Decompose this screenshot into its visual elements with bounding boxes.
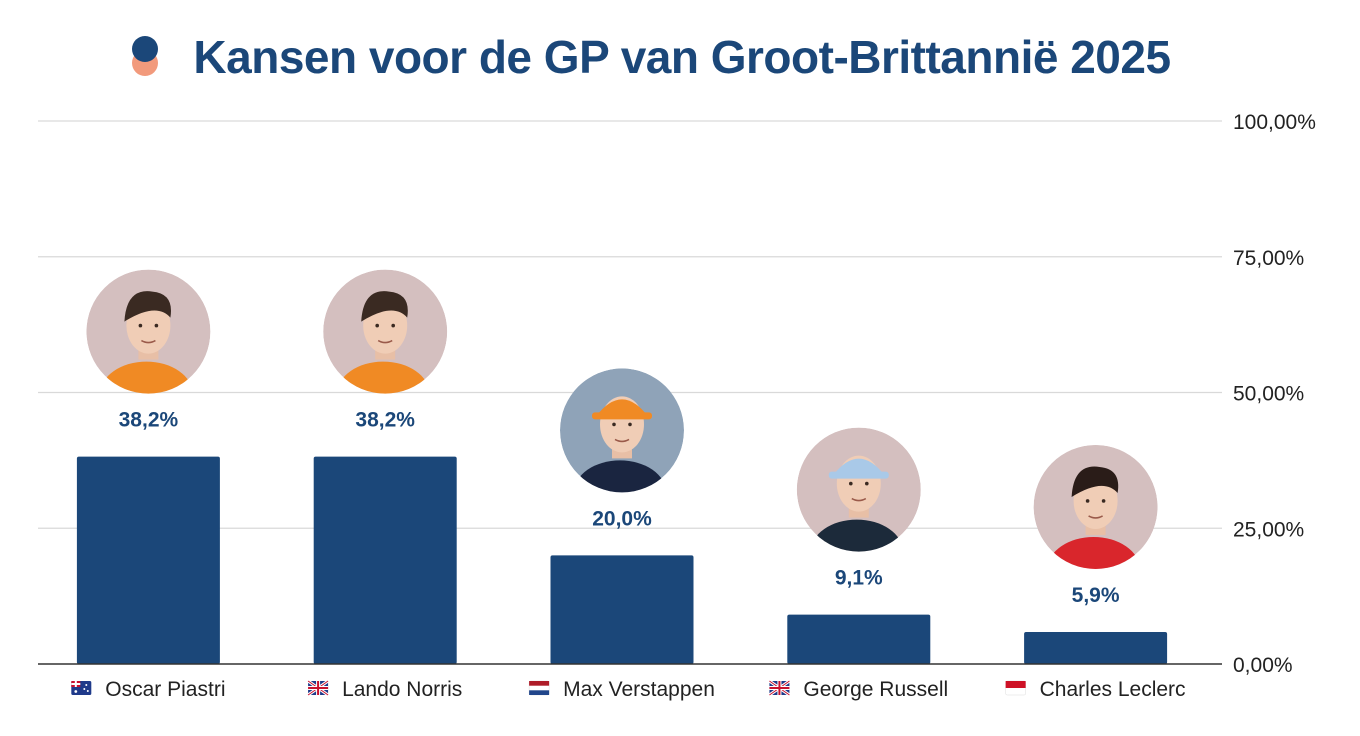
category-label: Oscar Piastri bbox=[105, 678, 225, 701]
bar bbox=[787, 614, 931, 664]
charles-leclerc-avatar bbox=[1033, 444, 1158, 569]
y-tick-label: 0,00% bbox=[1233, 654, 1293, 677]
category-label: Lando Norris bbox=[342, 678, 462, 701]
chart-header: Kansen voor de GP van Groot-Brittannië 2… bbox=[0, 22, 1300, 92]
value-label: 38,2% bbox=[119, 409, 179, 432]
value-label: 20,0% bbox=[592, 507, 652, 530]
y-tick-label: 50,00% bbox=[1233, 383, 1304, 406]
max-verstappen-avatar bbox=[560, 368, 684, 493]
lando-norris-avatar bbox=[323, 269, 448, 394]
logo-icon bbox=[132, 36, 159, 76]
australia-flag-icon bbox=[71, 681, 92, 695]
value-labels: 38,2% 38,2% 20,0% 9,1% 5,9% bbox=[119, 409, 1120, 607]
george-russell-avatar bbox=[796, 427, 921, 552]
category-label: George Russell bbox=[803, 678, 948, 701]
uk-flag-icon bbox=[307, 679, 329, 697]
y-tick-label: 100,00% bbox=[1233, 111, 1316, 134]
value-label: 9,1% bbox=[835, 567, 883, 590]
bar bbox=[1024, 631, 1168, 664]
netherlands-flag-icon bbox=[528, 680, 550, 696]
x-axis: Oscar Piastri Lando Norris Max Verstappen G… bbox=[38, 663, 1222, 701]
y-tick-label: 25,00% bbox=[1233, 518, 1304, 541]
uk-flag-icon bbox=[768, 679, 791, 697]
value-label: 38,2% bbox=[355, 409, 415, 432]
value-label: 5,9% bbox=[1072, 584, 1120, 607]
bar bbox=[76, 456, 220, 664]
bar bbox=[313, 456, 457, 664]
driver-avatars bbox=[86, 269, 1158, 569]
y-tick-label: 75,00% bbox=[1233, 247, 1304, 270]
bar bbox=[550, 555, 694, 664]
chart-title: Kansen voor de GP van Groot-Brittannië 2… bbox=[193, 31, 1171, 83]
monaco-flag-icon bbox=[1005, 680, 1026, 696]
oscar-piastri-avatar bbox=[86, 269, 211, 394]
category-label: Max Verstappen bbox=[563, 678, 715, 701]
category-label: Charles Leclerc bbox=[1040, 678, 1186, 701]
bars bbox=[76, 456, 1168, 664]
